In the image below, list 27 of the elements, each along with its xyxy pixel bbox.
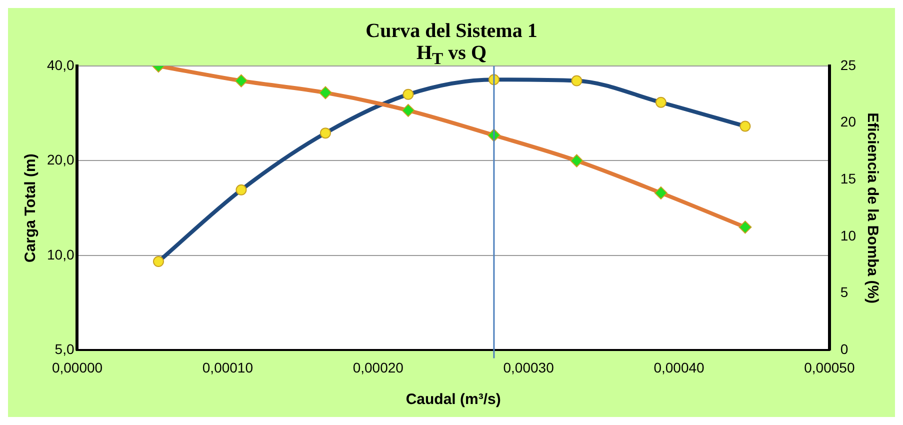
x-tick-label: 0,00040 bbox=[654, 359, 705, 376]
y-tick-label: 40,0 bbox=[47, 56, 74, 73]
point bbox=[570, 154, 584, 168]
x-tick-label: 0,00000 bbox=[52, 359, 103, 376]
y2-tick-label: 0 bbox=[840, 341, 848, 358]
point bbox=[654, 186, 668, 200]
y-tick-label: 20,0 bbox=[47, 152, 74, 168]
y2-axis-title: Eficiencia de la Bomba (%) bbox=[864, 112, 881, 304]
point bbox=[402, 104, 415, 117]
chart-subtitle: H$_{T}$ vs Q bbox=[416, 42, 487, 68]
x-tick-label: 0,00010 bbox=[202, 359, 254, 376]
y2-tick-label: 20 bbox=[840, 114, 856, 130]
y-tick-label: 10,0 bbox=[47, 246, 74, 262]
x-tick-label: 0,00050 bbox=[804, 359, 855, 376]
y2-tick-label: 15 bbox=[840, 170, 856, 187]
y-tick-label: 5,0 bbox=[54, 341, 74, 358]
point bbox=[234, 74, 248, 88]
y2-tick-label: 25 bbox=[840, 56, 856, 73]
y2-tick-label: 5 bbox=[840, 284, 848, 300]
point bbox=[318, 86, 332, 100]
chart-title: Curva del Sistema 1 bbox=[364, 20, 538, 42]
x-tick-label: 0,00030 bbox=[503, 359, 554, 376]
point bbox=[738, 220, 752, 234]
x-tick-label: 0,00020 bbox=[352, 359, 404, 376]
y2-tick-label: 10 bbox=[840, 227, 856, 244]
y-axis-title: Carga Total (m) bbox=[22, 154, 40, 263]
x-axis-title: Caudal (m³/s) bbox=[406, 391, 501, 408]
